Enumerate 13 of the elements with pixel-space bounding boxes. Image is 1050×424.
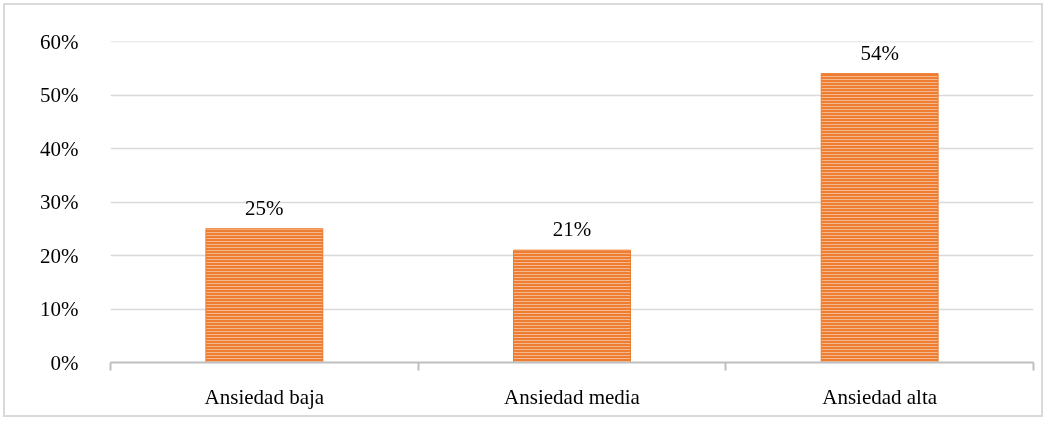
x-tick-label: Ansiedad alta [822, 384, 938, 409]
y-tick-label: 60% [40, 29, 79, 54]
y-tick-label: 40% [40, 136, 79, 161]
y-tick-label: 50% [40, 83, 79, 107]
y-tick-label: 30% [40, 190, 79, 214]
y-tick-label: 20% [40, 243, 79, 268]
data-label: 21% [552, 217, 592, 242]
y-tick-label: 0% [50, 350, 79, 375]
data-label: 54% [860, 40, 899, 65]
x-tick-label: Ansiedad baja [204, 384, 325, 409]
data-label: 25% [245, 195, 284, 220]
x-tick-label: Ansiedad media [504, 384, 641, 409]
y-tick-label: 10% [40, 297, 79, 321]
